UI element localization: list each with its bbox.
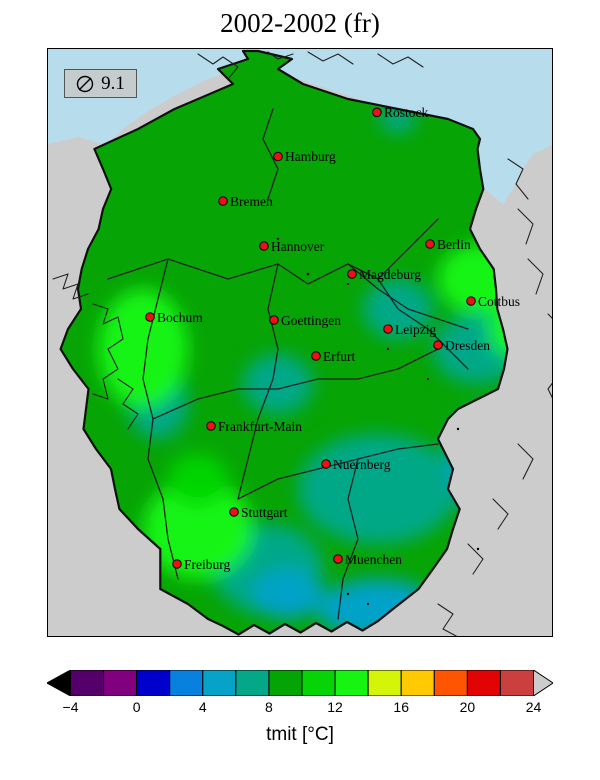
- svg-text:Goettingen: Goettingen: [281, 313, 341, 328]
- svg-text:Bremen: Bremen: [230, 194, 273, 209]
- svg-text:Bochum: Bochum: [157, 310, 203, 325]
- svg-text:Freiburg: Freiburg: [184, 557, 230, 572]
- svg-text:Cottbus: Cottbus: [478, 294, 520, 309]
- svg-text:Stuttgart: Stuttgart: [241, 505, 288, 520]
- svg-text:Erfurt: Erfurt: [323, 349, 355, 364]
- svg-text:Rostock: Rostock: [384, 105, 429, 120]
- svg-text:Dresden: Dresden: [445, 338, 490, 353]
- svg-text:Leipzig: Leipzig: [395, 322, 436, 337]
- svg-text:Hamburg: Hamburg: [285, 149, 336, 164]
- svg-text:Nuernberg: Nuernberg: [333, 457, 391, 472]
- svg-text:Hannover: Hannover: [271, 239, 325, 254]
- svg-text:Muenchen: Muenchen: [345, 552, 402, 567]
- svg-text:Magdeburg: Magdeburg: [359, 267, 421, 282]
- svg-text:Berlin: Berlin: [437, 237, 471, 252]
- svg-text:Frankfurt-Main: Frankfurt-Main: [218, 419, 302, 434]
